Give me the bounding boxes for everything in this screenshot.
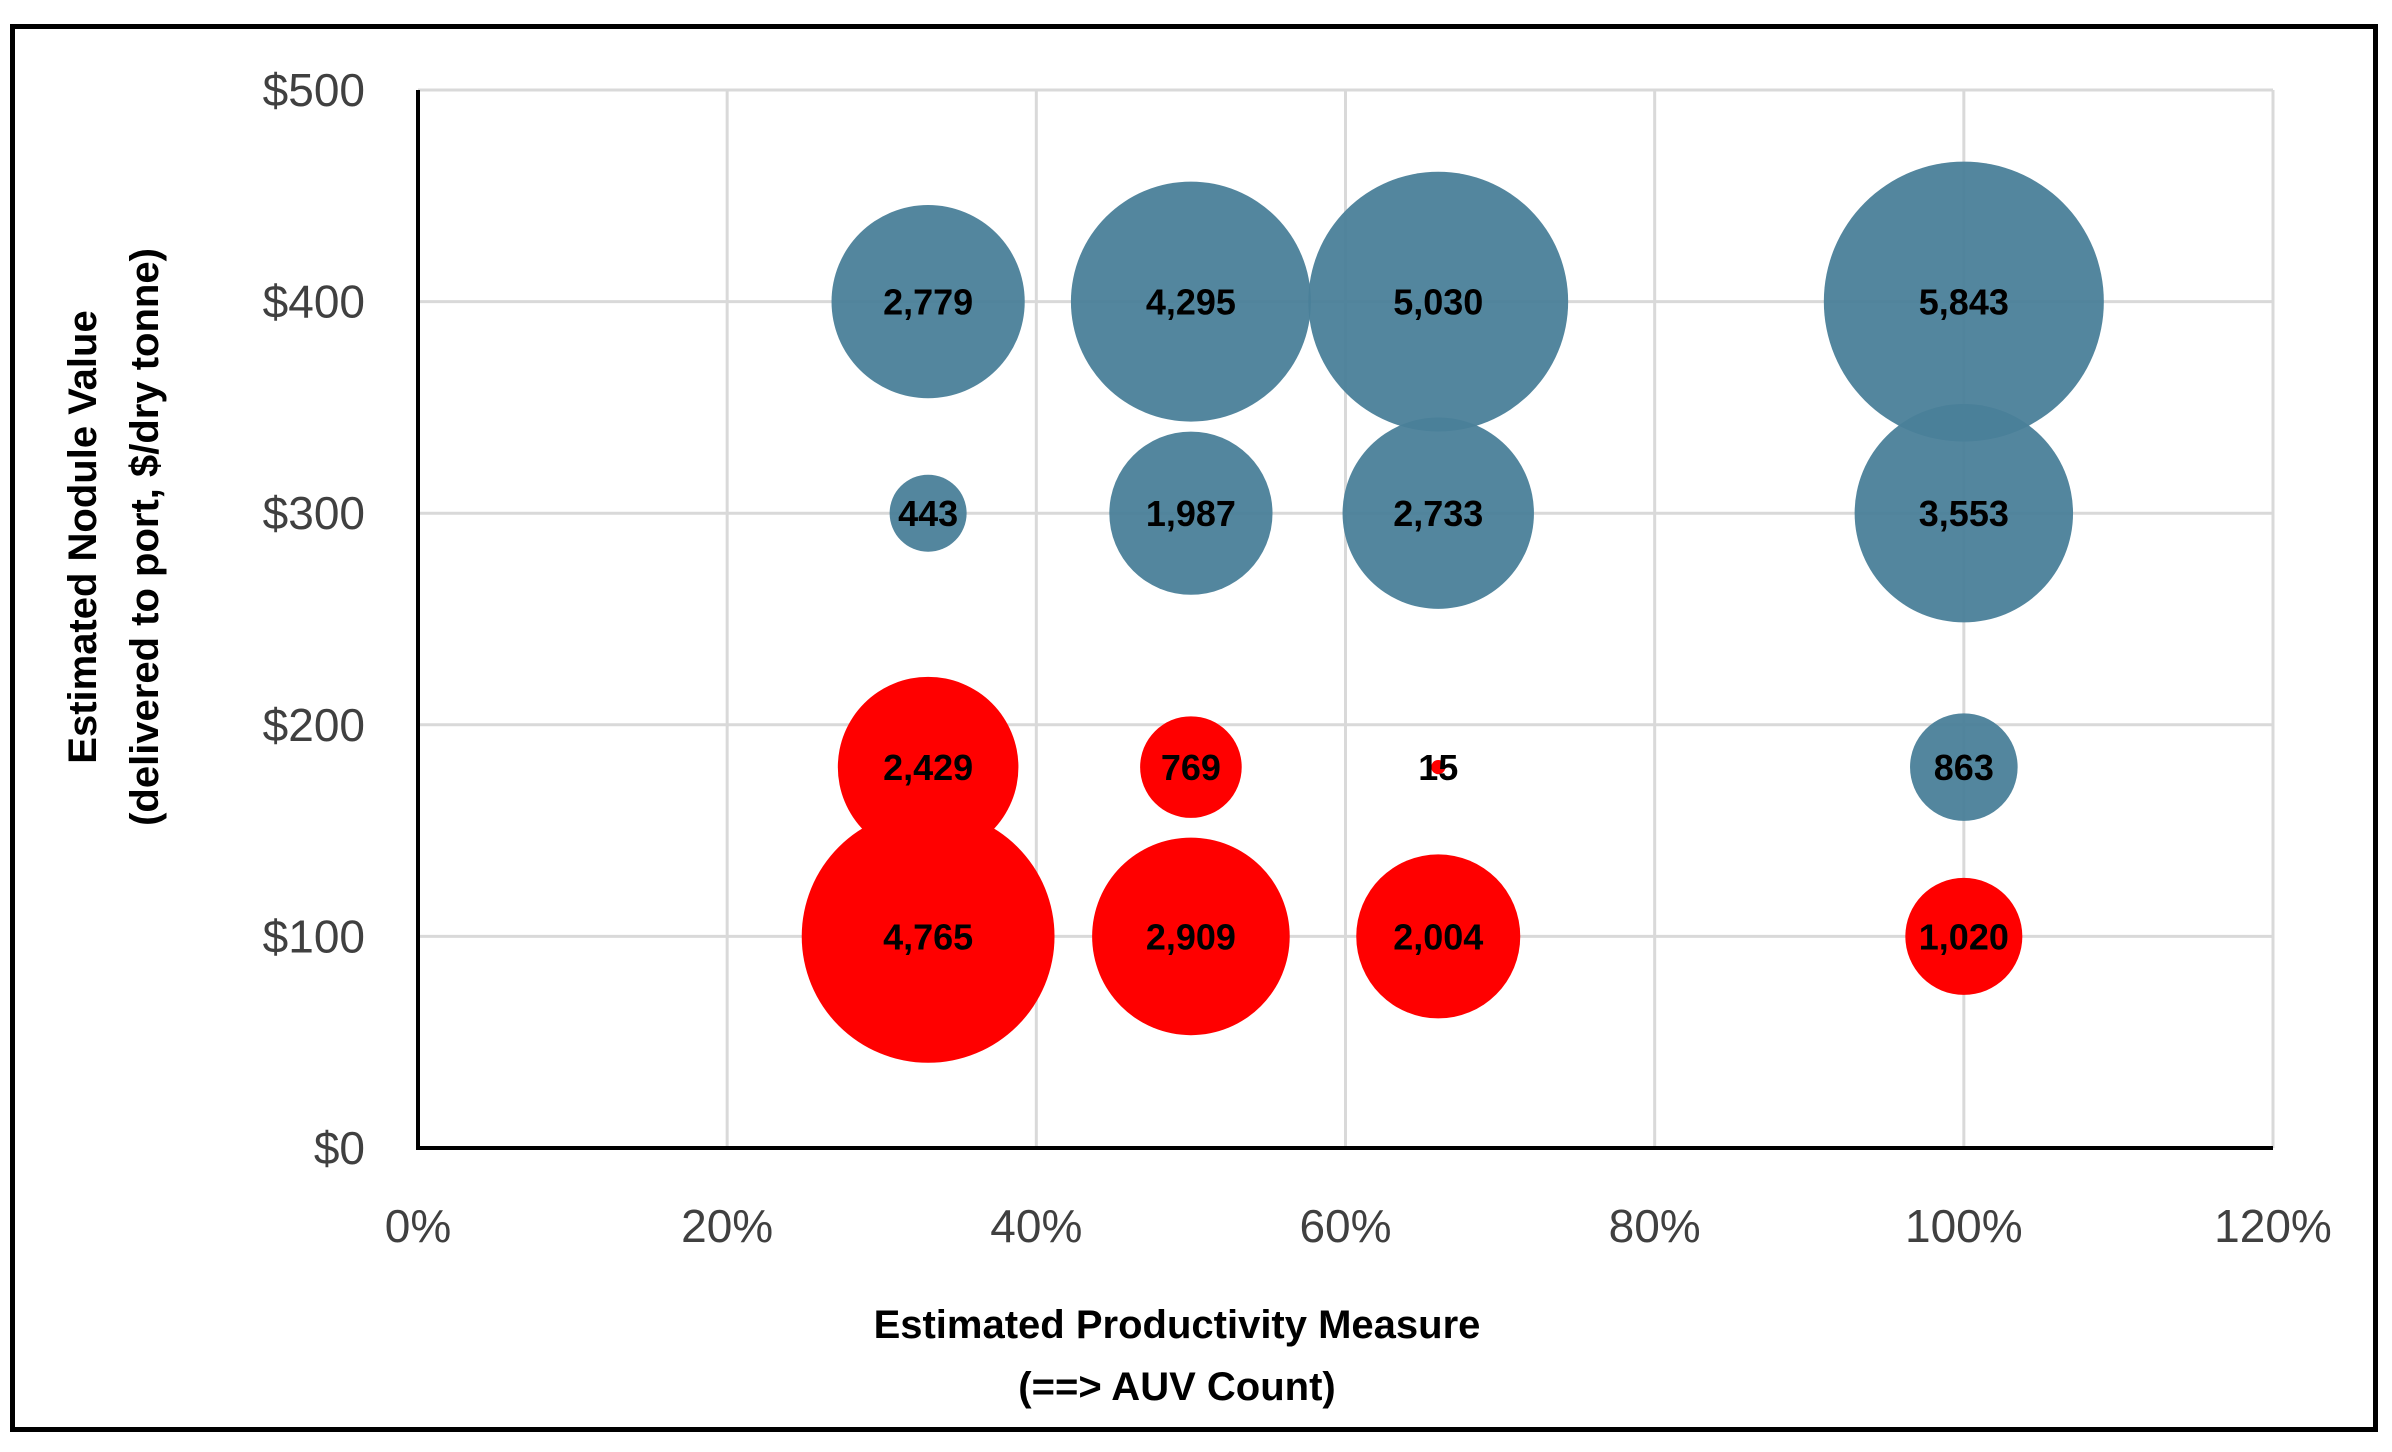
bubble-data-label: 863	[1934, 747, 1994, 788]
y-tick-label: $300	[263, 487, 365, 539]
x-tick-label: 20%	[681, 1200, 773, 1252]
y-tick-label: $0	[314, 1122, 365, 1174]
bubble-data-label: 1,020	[1919, 916, 2009, 957]
x-axis-title-line2: (==> AUV Count)	[1018, 1365, 1335, 1409]
bubble-data-label: 2,004	[1393, 916, 1483, 957]
x-axis-title-line1: Estimated Productivity Measure	[874, 1303, 1481, 1347]
bubble-data-label: 4,295	[1146, 282, 1236, 323]
bubble	[1308, 171, 1569, 432]
bubble	[831, 205, 1025, 399]
y-tick-label: $100	[263, 910, 365, 962]
axes	[416, 90, 2273, 1150]
bubble	[1905, 877, 2023, 995]
bubble-data-label: 2,429	[883, 747, 973, 788]
bubble-data-label: 5,030	[1393, 282, 1483, 323]
y-axis-title-line1: Estimated Nodule Value	[61, 310, 105, 763]
bubble	[1823, 161, 2104, 442]
bubble-data-label: 443	[898, 493, 958, 534]
x-tick-label: 60%	[1299, 1200, 1391, 1252]
bubble-data-label: 2,909	[1146, 916, 1236, 957]
bubble	[1109, 431, 1273, 595]
bubble	[801, 810, 1055, 1063]
x-tick-label: 0%	[385, 1200, 451, 1252]
bubble-data-label: 2,779	[883, 282, 973, 323]
bubble-data-label: 5,843	[1919, 282, 2009, 323]
bubble-data-label: 769	[1161, 747, 1221, 788]
x-tick-label: 80%	[1609, 1200, 1701, 1252]
x-tick-label: 40%	[990, 1200, 1082, 1252]
y-tick-label: $200	[263, 699, 365, 751]
y-tick-label: $500	[263, 64, 365, 116]
bubble	[837, 676, 1019, 858]
bubble	[1910, 713, 2018, 821]
bubble-data-label: 1,987	[1146, 493, 1236, 534]
x-tick-label: 100%	[1905, 1200, 2023, 1252]
bubble	[1854, 404, 2074, 623]
bubble	[889, 474, 967, 552]
tick-labels: 0% 20% 40% 60% 80% 100% 120% $0 $100 $200 $300 $400…	[263, 64, 2332, 1252]
bubble	[1356, 854, 1521, 1019]
bubbles	[801, 161, 2104, 1063]
bubble	[1140, 716, 1242, 818]
y-tick-label: $400	[263, 276, 365, 328]
bubble-data-label: 3,553	[1919, 493, 2009, 534]
bubble	[1092, 837, 1290, 1036]
bubble-data-label: 15	[1418, 747, 1458, 788]
bubble	[1342, 417, 1534, 609]
bubble-data-label: 4,765	[883, 916, 973, 957]
data-labels: 2,779 4,295 5,030 5,843 443 1,987 2,733 3,553 2,…	[883, 282, 2009, 958]
y-axis-title-line2: (delivered to port, $/dry tonne)	[123, 248, 167, 826]
x-tick-label: 120%	[2214, 1200, 2332, 1252]
bubble-data-label: 2,733	[1393, 493, 1483, 534]
bubble	[1431, 760, 1446, 775]
bubble	[1070, 181, 1311, 422]
